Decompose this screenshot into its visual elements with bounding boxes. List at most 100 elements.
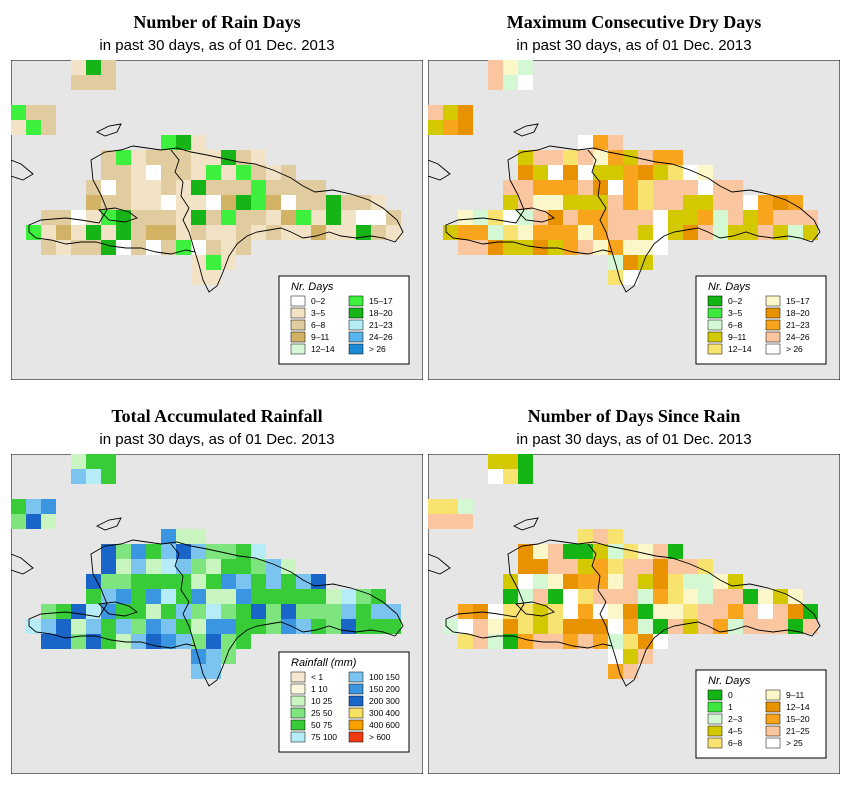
grid-cells <box>11 454 401 679</box>
grid-cell <box>371 195 386 210</box>
legend-label: 300 400 <box>369 708 400 718</box>
grid-cell <box>56 225 71 240</box>
grid-cell <box>146 559 161 574</box>
grid-cell <box>623 225 638 240</box>
grid-cell <box>593 210 608 225</box>
grid-cell <box>503 634 518 649</box>
coastline-path <box>98 207 138 223</box>
grid-cell <box>578 574 593 589</box>
grid-cell <box>488 75 503 90</box>
legend-label: < 1 <box>311 672 323 682</box>
grid-cell <box>608 604 623 619</box>
grid-cell <box>176 574 191 589</box>
grid-cell <box>548 240 563 255</box>
grid-cell <box>236 634 251 649</box>
grid-cell <box>281 210 296 225</box>
grid-cell <box>191 664 206 679</box>
grid-cell <box>728 210 743 225</box>
grid-cell <box>206 180 221 195</box>
coastline-path <box>515 207 555 223</box>
grid-cell <box>116 559 131 574</box>
grid-cell <box>698 604 713 619</box>
grid-cell <box>236 559 251 574</box>
grid-cell <box>638 604 653 619</box>
grid-cell <box>668 589 683 604</box>
grid-cell <box>638 619 653 634</box>
legend-swatch <box>707 343 723 355</box>
grid-cell <box>593 135 608 150</box>
grid-cell <box>563 574 578 589</box>
grid-cell <box>728 589 743 604</box>
legend-label: 18–20 <box>786 308 810 318</box>
grid-cell <box>608 270 623 285</box>
grid-cell <box>428 499 443 514</box>
grid-cell <box>458 514 473 529</box>
legend-label: 25 50 <box>311 708 333 718</box>
grid-cell <box>533 180 548 195</box>
grid-cell <box>236 240 251 255</box>
grid-cell <box>86 195 101 210</box>
grid-cell <box>251 150 266 165</box>
grid-cell <box>266 604 281 619</box>
legend-label: 2–3 <box>728 714 742 724</box>
grid-cell <box>146 574 161 589</box>
grid-cell <box>593 195 608 210</box>
grid-cell <box>623 604 638 619</box>
coastline-path <box>428 159 451 181</box>
grid-cell <box>518 619 533 634</box>
grid-cell <box>518 589 533 604</box>
grid-cell <box>608 529 623 544</box>
coastline-path <box>98 601 138 617</box>
legend-swatch <box>290 331 306 343</box>
grid-cell <box>41 604 56 619</box>
grid-cell <box>251 559 266 574</box>
grid-cell <box>341 195 356 210</box>
grid-cell <box>788 225 803 240</box>
grid-cell <box>146 240 161 255</box>
grid-cell <box>698 559 713 574</box>
grid-cell <box>101 604 116 619</box>
grid-cell <box>191 210 206 225</box>
grid-cell <box>563 589 578 604</box>
grid-cell <box>311 210 326 225</box>
legend-label: 12–14 <box>728 344 752 354</box>
grid-cell <box>578 619 593 634</box>
grid-cell <box>458 225 473 240</box>
grid-cell <box>101 469 116 484</box>
grid-cell <box>131 180 146 195</box>
map-days-since-rain: Nr. Days 0 1 2–3 4–5 6–8 9–11 12–14 15–20 21–25 > … <box>428 454 840 774</box>
grid-cell <box>251 195 266 210</box>
grid-cell <box>578 210 593 225</box>
grid-cell <box>116 150 131 165</box>
grid-cell <box>503 60 518 75</box>
grid-cell <box>41 499 56 514</box>
grid-cell <box>563 225 578 240</box>
grid-cell <box>236 619 251 634</box>
grid-cell <box>563 195 578 210</box>
grid-cell <box>296 604 311 619</box>
grid-cell <box>326 225 341 240</box>
grid-cell <box>488 604 503 619</box>
grid-cell <box>281 604 296 619</box>
grid-cell <box>221 180 236 195</box>
grid-cell <box>578 589 593 604</box>
grid-cell <box>131 240 146 255</box>
grid-cell <box>653 604 668 619</box>
grid-cell <box>236 589 251 604</box>
grid-cell <box>221 544 236 559</box>
grid-cell <box>608 574 623 589</box>
coastline-path <box>512 123 539 137</box>
grid-cell <box>728 604 743 619</box>
grid-cell <box>161 165 176 180</box>
grid-cell <box>803 619 818 634</box>
grid-cell <box>146 210 161 225</box>
grid-cell <box>743 619 758 634</box>
grid-cell <box>458 120 473 135</box>
grid-cell <box>101 544 116 559</box>
grid-cell <box>668 150 683 165</box>
grid-cell <box>191 589 206 604</box>
grid-cell <box>518 210 533 225</box>
grid-cell <box>116 225 131 240</box>
grid-cell <box>326 210 341 225</box>
panel-total-rainfall: Total Accumulated Rainfall in past 30 da… <box>11 394 423 779</box>
